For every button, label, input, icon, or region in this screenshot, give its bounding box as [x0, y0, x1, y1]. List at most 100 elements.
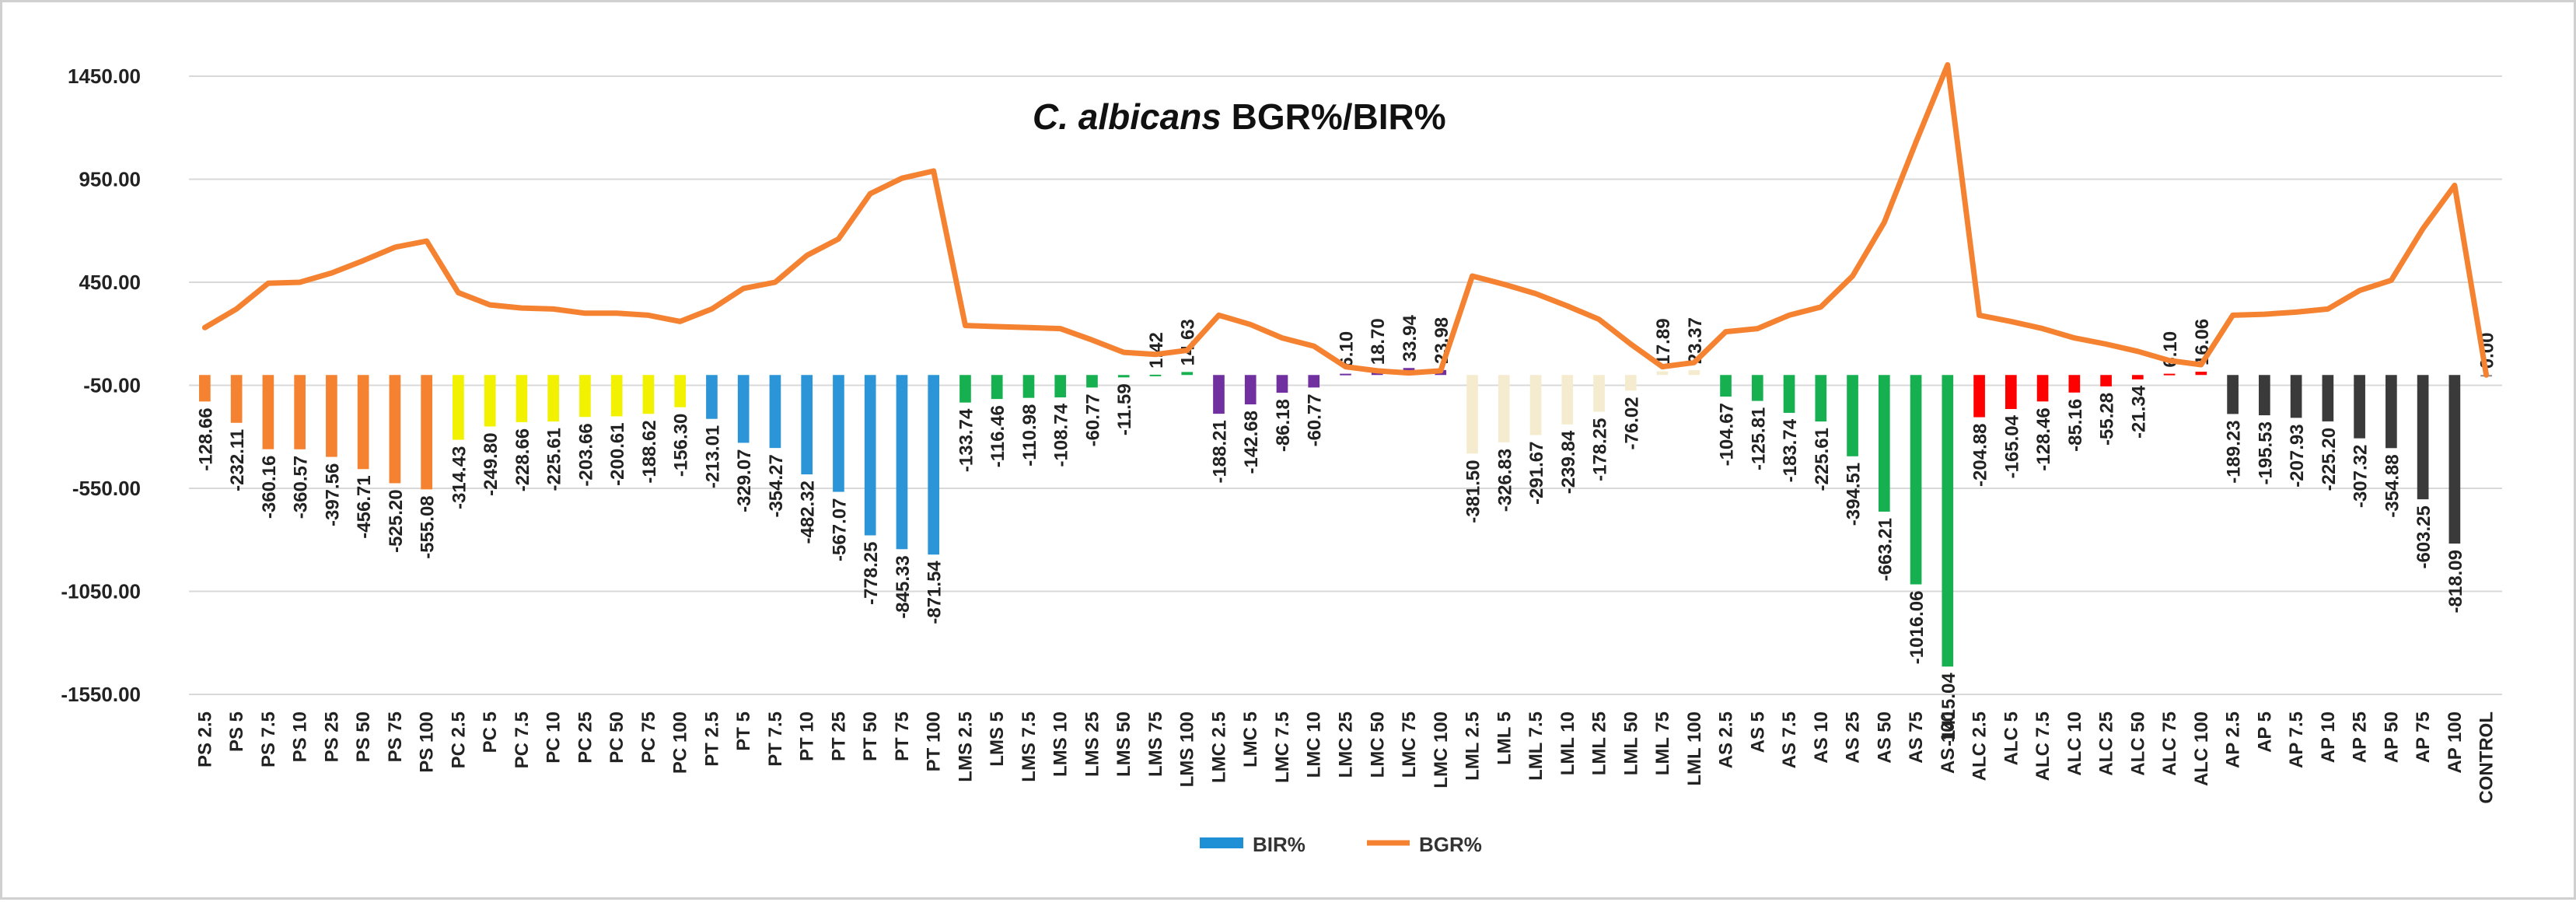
data-label: -778.25 — [861, 541, 882, 604]
x-tick-label: CONTROL — [2476, 711, 2497, 804]
x-tick-label: ALC 7.5 — [2032, 711, 2053, 781]
data-label: -329.07 — [734, 449, 755, 512]
bar — [801, 375, 813, 475]
bar — [1054, 375, 1067, 398]
x-tick-label: PC 2.5 — [448, 711, 469, 768]
legend-swatch-bir — [1200, 837, 1243, 848]
data-label: -11.59 — [1114, 383, 1135, 435]
x-tick-label: PS 2.5 — [194, 711, 215, 767]
data-label: -200.61 — [607, 422, 628, 485]
x-tick-label: PT 10 — [797, 711, 818, 761]
data-label: -239.84 — [1558, 430, 1579, 494]
x-tick-label: LMC 50 — [1367, 711, 1388, 778]
data-label: -108.74 — [1051, 403, 1072, 467]
data-label: -482.32 — [798, 481, 819, 544]
x-tick-label: AP 75 — [2413, 711, 2434, 763]
data-label: -86.18 — [1273, 399, 1294, 452]
data-label: -603.25 — [2413, 505, 2434, 568]
x-tick-label: AP 5 — [2254, 711, 2275, 753]
x-tick-label: PT 50 — [860, 711, 881, 761]
bar — [357, 375, 369, 470]
data-label: -189.23 — [2224, 420, 2245, 483]
x-tick-label: LMC 2.5 — [1208, 711, 1229, 783]
x-tick-label: PT 2.5 — [701, 711, 722, 767]
bar — [1181, 372, 1194, 376]
data-label: -397.56 — [322, 463, 343, 526]
chart-title-italic: C. albicans — [1033, 96, 1222, 137]
data-label: -1415.04 — [1938, 673, 1959, 746]
x-tick-label: PS 5 — [226, 711, 247, 752]
x-tick-label: LMS 50 — [1113, 711, 1134, 777]
chart-title: C. albicans BGR%/BIR% — [1033, 96, 1446, 137]
bar — [2195, 371, 2207, 376]
x-tick-label: ALC 10 — [2064, 711, 2085, 776]
x-tick-label: LMC 100 — [1431, 711, 1452, 788]
data-label: -207.93 — [2287, 424, 2308, 487]
x-tick-label: LMS 2.5 — [955, 711, 976, 782]
bar — [737, 375, 750, 443]
x-tick-label: AP 10 — [2318, 711, 2339, 763]
x-tick-label: LMC 25 — [1336, 711, 1357, 778]
x-tick-label: LMS 25 — [1082, 711, 1103, 777]
legend: BIR% BGR% — [1200, 833, 1482, 856]
legend-label-bir: BIR% — [1253, 833, 1305, 856]
x-tick-label: PS 10 — [290, 711, 311, 762]
x-tick-label: PC 100 — [670, 711, 691, 774]
bar — [2100, 375, 2112, 386]
data-label: -128.46 — [2033, 407, 2054, 470]
bar — [579, 375, 591, 418]
bar — [1688, 370, 1700, 376]
bar — [389, 375, 401, 484]
x-tick-label: PC 10 — [544, 711, 564, 764]
data-label: -204.88 — [1970, 424, 1991, 487]
x-tick-label: PS 75 — [385, 711, 406, 762]
data-label: -125.81 — [1748, 407, 1769, 470]
bar — [2448, 375, 2461, 544]
y-tick-label: -1050.00 — [61, 580, 141, 603]
data-label: -213.01 — [702, 425, 723, 488]
x-tick-label: ALC 25 — [2096, 711, 2117, 776]
x-tick-label: PC 75 — [638, 711, 659, 764]
data-label: -104.67 — [1717, 403, 1738, 466]
x-tick-label: AS 2.5 — [1716, 711, 1737, 768]
data-label: -195.53 — [2255, 421, 2276, 484]
data-label: -76.02 — [1621, 397, 1642, 449]
x-tick-label: LML 5 — [1494, 711, 1515, 765]
x-tick-label: ALC 75 — [2159, 711, 2180, 776]
data-label: -394.51 — [1844, 463, 1865, 526]
bar — [2386, 375, 2397, 449]
x-tick-label: AS 100 — [1938, 711, 1959, 774]
x-tick-label: AS 50 — [1874, 711, 1895, 764]
data-label: 33.94 — [1400, 315, 1421, 362]
data-label: -326.83 — [1494, 449, 1515, 512]
x-tick-label: PT 75 — [892, 711, 913, 761]
gridlines — [189, 75, 2502, 695]
chart-title-rest: BGR%/BIR% — [1222, 96, 1446, 137]
x-tick-label: LMS 5 — [987, 711, 1008, 767]
data-label: -55.28 — [2097, 393, 2118, 446]
x-tick-label: LMC 75 — [1399, 711, 1420, 778]
bar — [2417, 375, 2429, 500]
bar — [2322, 375, 2334, 421]
data-label: -818.09 — [2445, 550, 2466, 613]
bar — [1529, 375, 1542, 435]
bar — [262, 375, 274, 449]
x-tick-label: LML 100 — [1684, 711, 1705, 786]
x-tick-label: LML 2.5 — [1463, 711, 1484, 781]
data-label: -307.32 — [2351, 445, 2372, 508]
data-label: -60.77 — [1082, 393, 1103, 446]
x-tick-label: LMC 5 — [1240, 711, 1261, 767]
y-tick-label: 1450.00 — [68, 65, 141, 88]
data-label: -845.33 — [893, 555, 914, 618]
bar — [2068, 375, 2081, 393]
data-label: 18.70 — [1368, 318, 1389, 365]
data-label: -85.16 — [2065, 399, 2086, 452]
data-label: -354.27 — [766, 454, 787, 517]
bar — [1973, 375, 1985, 418]
x-tick-label: LMS 7.5 — [1019, 711, 1040, 782]
data-label: -291.67 — [1526, 442, 1547, 505]
data-label: -225.61 — [544, 428, 565, 491]
bar — [1847, 375, 1858, 456]
